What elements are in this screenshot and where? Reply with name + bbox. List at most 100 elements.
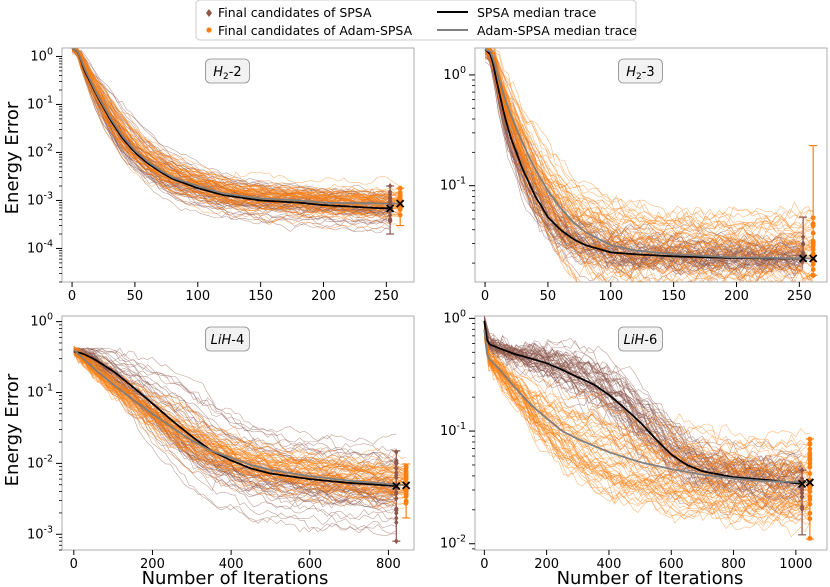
y-tick-label: 100 <box>443 308 466 326</box>
individual-trace <box>484 332 811 525</box>
panel-title: LiH-4 <box>211 333 245 348</box>
individual-trace <box>484 331 811 516</box>
spsa-final-point <box>387 191 393 198</box>
individual-trace <box>484 332 811 518</box>
spsa-final-point <box>394 495 399 502</box>
x-tick-label: 0 <box>68 289 76 304</box>
individual-trace <box>484 53 647 282</box>
y-tick-label: 10-1 <box>27 94 53 112</box>
spsa-final-median-marker <box>798 254 808 263</box>
individual-trace <box>484 330 803 457</box>
plot-area <box>62 48 414 282</box>
spsa-final-point <box>394 460 399 467</box>
adam-final-point <box>807 471 813 476</box>
y-tick-label: 10-2 <box>440 534 466 552</box>
individual-trace <box>485 52 814 256</box>
y-tick-label: 10-3 <box>27 524 53 542</box>
individual-trace <box>71 49 401 219</box>
individual-trace <box>484 337 811 515</box>
panel-h2-2: 0 50 100 150 200 250 10-4 10-3 10-2 10-1 100 H2-2 <box>27 46 415 304</box>
plot-traces <box>73 346 407 536</box>
individual-trace <box>73 348 397 452</box>
adam-final-point <box>810 251 816 257</box>
adam-final-point <box>397 186 403 191</box>
y-tick-label: 100 <box>30 312 53 330</box>
y-tick-label: 10-4 <box>27 238 53 256</box>
y-tick-label: 10-1 <box>440 421 466 439</box>
individual-trace <box>484 323 810 498</box>
legend-label-spsa-candidates: Final candidates of SPSA <box>218 5 372 20</box>
individual-trace <box>484 316 803 521</box>
individual-trace <box>484 323 811 476</box>
panel-title-box <box>618 326 663 352</box>
y-tick-label: 10-1 <box>27 382 53 400</box>
individual-trace <box>484 49 804 282</box>
individual-trace <box>72 49 401 204</box>
spsa-final-point <box>799 503 805 510</box>
x-tick-label: 200 <box>140 557 165 572</box>
individual-trace <box>484 50 814 234</box>
adam-final-point <box>807 464 813 470</box>
x-tick-label: 100 <box>598 289 623 304</box>
spsa-median-line <box>483 320 803 485</box>
adam-final-point <box>810 240 816 246</box>
spsa-final-point <box>394 465 399 472</box>
spsa-final-point <box>394 515 399 522</box>
adam-final-point <box>810 223 816 229</box>
individual-trace <box>484 327 811 516</box>
individual-trace <box>484 334 810 444</box>
x-tick-label: 0 <box>480 557 488 572</box>
panel-title-box <box>618 58 663 84</box>
individual-trace <box>73 347 407 509</box>
adam-final-point <box>397 212 403 218</box>
x-tick-label: 150 <box>661 289 686 304</box>
individual-trace <box>484 49 814 279</box>
axes-frame <box>474 47 828 283</box>
plot-traces <box>483 316 811 538</box>
y-tick-label: 10-3 <box>27 190 53 208</box>
x-tick-label: 600 <box>659 557 684 572</box>
individual-trace <box>73 348 397 534</box>
individual-trace <box>484 332 811 490</box>
individual-trace <box>73 350 397 465</box>
individual-trace <box>484 51 578 282</box>
individual-trace <box>490 48 814 225</box>
panel-title: H2-3 <box>626 65 654 82</box>
individual-trace <box>73 347 407 476</box>
individual-trace <box>484 318 803 478</box>
individual-trace <box>485 51 814 281</box>
spsa-final-point <box>799 493 805 500</box>
individual-trace <box>71 48 401 199</box>
individual-trace <box>484 323 803 502</box>
adam-final-point <box>403 464 409 469</box>
individual-trace <box>73 353 407 481</box>
spsa-final-median-marker <box>385 204 395 213</box>
individual-trace <box>484 48 814 253</box>
spsa-median-line <box>73 350 397 487</box>
individual-trace <box>484 325 811 525</box>
individual-trace <box>484 51 812 282</box>
individual-trace <box>484 328 811 463</box>
individual-trace <box>73 350 407 475</box>
individual-trace <box>73 351 407 507</box>
individual-trace <box>71 48 391 201</box>
x-tick-label: 800 <box>376 557 401 572</box>
y-tick-label: 10-2 <box>27 453 53 471</box>
adam-final-point <box>807 461 813 466</box>
spsa-median-line <box>71 48 393 210</box>
axes-frame <box>61 315 415 551</box>
spsa-final-point <box>394 538 399 545</box>
spsa-final-median-marker <box>392 481 401 491</box>
individual-trace <box>491 48 814 260</box>
panel-title: LiH-6 <box>624 333 658 348</box>
adam-final-median-marker <box>401 481 411 490</box>
spsa-final-point <box>387 217 393 224</box>
legend-spsa-marker <box>206 9 212 17</box>
individual-trace <box>73 353 397 536</box>
individual-trace <box>485 52 814 282</box>
individual-trace <box>485 48 814 234</box>
individual-trace <box>76 48 401 213</box>
legend-label-adam-median: Adam-SPSA median trace <box>477 23 637 38</box>
individual-trace <box>484 56 804 265</box>
panel-lih-6: 0 200 400 600 800 1000 10-2 10-1 100 LiH-6 <box>440 308 828 572</box>
